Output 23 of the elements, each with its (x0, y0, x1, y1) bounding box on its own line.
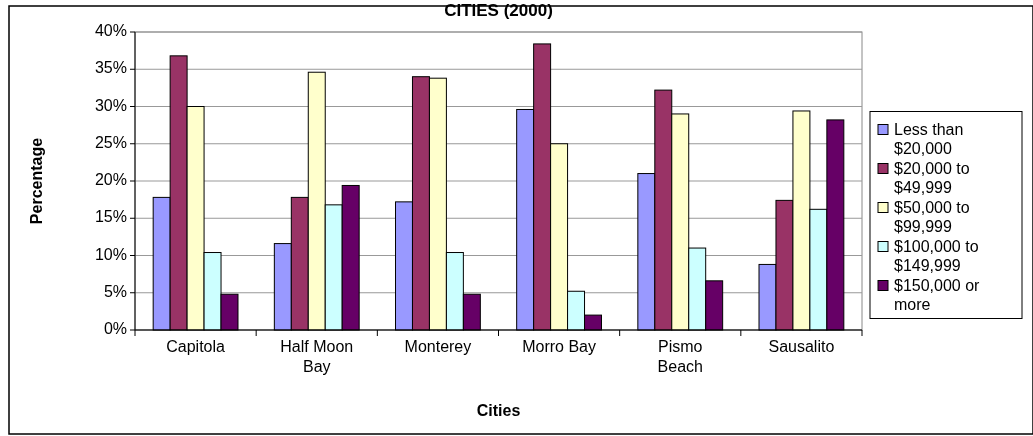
y-tick-label: 15% (94, 208, 127, 226)
legend-label: Less than $20,000 (894, 120, 964, 157)
x-tick-label: Morro Bay (522, 338, 596, 355)
legend-label: $150,000 or more (894, 276, 981, 313)
y-tick-label: 40% (94, 22, 127, 40)
legend-label: $20,000 to $49,999 (894, 159, 970, 196)
x-tick-label: Capitola (166, 338, 226, 355)
y-tick-label: 0% (103, 320, 127, 338)
legend-label: $100,000 to $149,999 (894, 237, 979, 274)
y-tick-label: 5% (103, 282, 127, 300)
y-axis-title: Percentage (28, 137, 45, 225)
x-axis-title: Cities (476, 402, 521, 419)
y-tick-label: 10% (94, 245, 127, 263)
y-tick-label: 35% (94, 59, 127, 77)
y-tick-label: 30% (94, 96, 127, 114)
y-tick-label: 20% (94, 171, 127, 189)
x-tick-label: Pismo Beach (657, 338, 703, 375)
x-tick-label: Monterey (404, 338, 472, 355)
y-tick-label: 25% (94, 133, 127, 151)
x-tick-label: Half Moon Bay (280, 338, 354, 375)
chart-title: CITIES (2000) (444, 1, 553, 20)
x-tick-label: Sausalito (768, 338, 835, 355)
legend-label: $50,000 to $99,999 (894, 198, 970, 235)
